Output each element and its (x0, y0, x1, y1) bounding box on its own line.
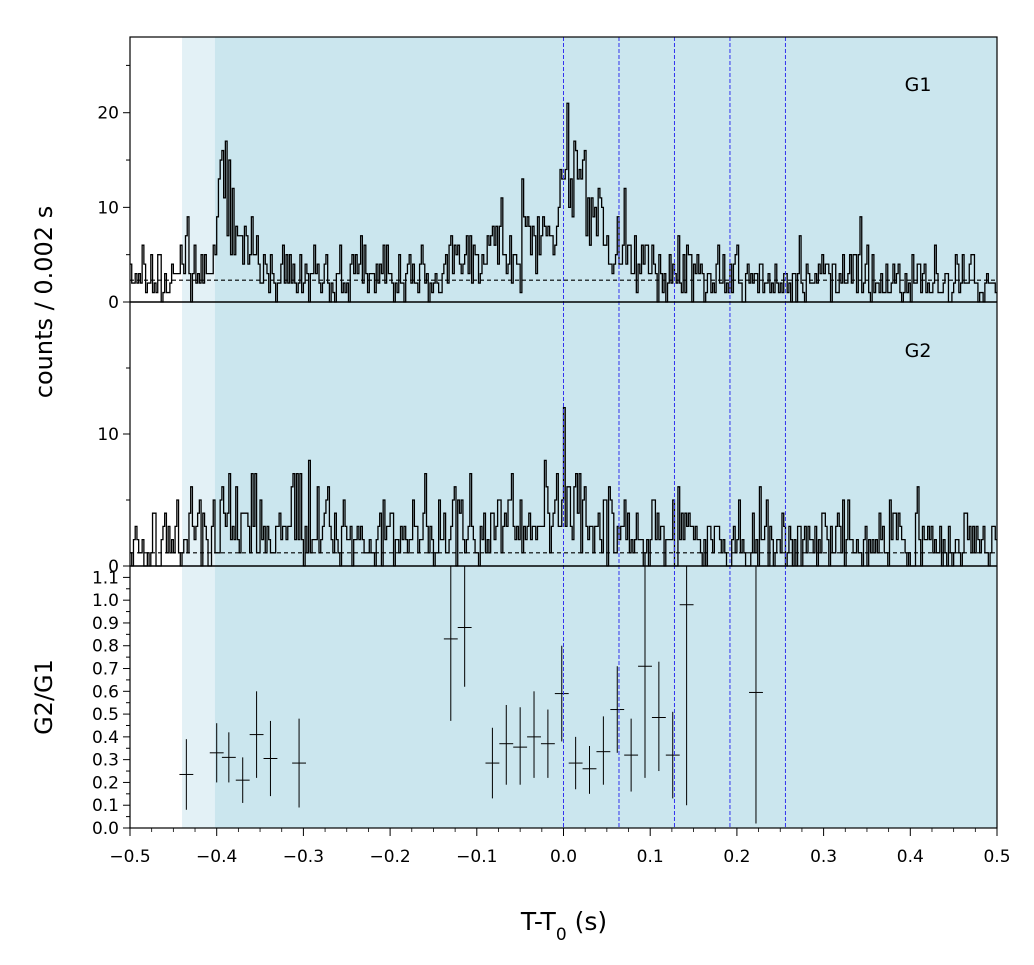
g1-ytick-label: 0 (108, 293, 119, 313)
ratio-point-23 (679, 566, 694, 806)
y-axis-label-ratio: G2/G1 (30, 659, 58, 735)
xtick-label: 0.2 (723, 847, 750, 867)
ratio-point-14 (554, 645, 569, 742)
g2-ytick-label: 10 (97, 425, 119, 445)
xtick-label: 0.5 (983, 847, 1010, 867)
shade-band-light (182, 37, 215, 828)
xtick-label: 0.1 (637, 847, 664, 867)
g1-ytick-label: 20 (97, 104, 119, 124)
ratio-point-17 (596, 716, 611, 785)
ratio-point-19 (624, 718, 639, 792)
xtick-label: 0.3 (810, 847, 837, 867)
ratio-point-7 (443, 566, 458, 721)
ratio-ytick-label: 0.3 (92, 751, 119, 771)
ratio-ytick-label: 0.2 (92, 773, 119, 793)
ratio-ytick-label: 0.0 (92, 819, 119, 839)
ratio-point-9 (485, 727, 500, 799)
data-series (130, 102, 997, 824)
ratio-point-5 (263, 720, 278, 797)
ratio-point-18 (610, 666, 625, 753)
ratio-point-6 (292, 718, 307, 808)
ratio-point-8 (457, 566, 472, 687)
g2-ytick-label: 0 (108, 557, 119, 577)
axes (123, 36, 998, 836)
g1-ytick-label: 10 (97, 198, 119, 218)
panel-label-g2: G2 (905, 340, 932, 362)
ratio-point-13 (540, 709, 555, 778)
ratio-point-20 (638, 566, 652, 778)
ratio-point-10 (499, 704, 514, 785)
xtick-label: −0.4 (196, 847, 237, 867)
ratio-ytick-label: 0.4 (92, 728, 119, 748)
ratio-point-1 (209, 723, 224, 783)
ratio-point-15 (568, 736, 583, 790)
x-axis-label: T-T0 (s) (520, 907, 607, 945)
ratio-ytick-label: 0.8 (92, 637, 119, 657)
ratio-ytick-label: 1.0 (92, 591, 119, 611)
xtick-label: 0.4 (897, 847, 924, 867)
ratio-point-0 (179, 739, 194, 810)
ratio-ytick-label: 0.6 (92, 682, 119, 702)
axis-labels: 010200100.00.10.20.30.40.50.60.70.80.91.… (30, 74, 1011, 945)
ratio-point-11 (513, 707, 528, 785)
xtick-label: −0.3 (283, 847, 324, 867)
ratio-point-24 (749, 566, 763, 824)
xtick-label: 0.0 (550, 847, 577, 867)
ratio-ytick-label: 0.9 (92, 614, 119, 634)
xtick-label: −0.2 (369, 847, 410, 867)
xtick-label: −0.5 (109, 847, 150, 867)
panel-label-g1: G1 (905, 74, 932, 96)
ratio-point-12 (527, 691, 541, 778)
ratio-ytick-label: 0.1 (92, 796, 119, 816)
shade-band-main (214, 37, 997, 828)
ratio-point-22 (665, 711, 680, 799)
ratio-point-16 (582, 745, 597, 794)
y-axis-label-counts: counts / 0.002 s (30, 206, 58, 398)
shaded-intervals (182, 37, 997, 828)
ratio-point-21 (651, 661, 666, 772)
ratio-point-2 (221, 732, 236, 783)
ratio-ytick-label: 1.1 (92, 568, 119, 588)
ratio-point-3 (235, 757, 250, 803)
ratio-ytick-label: 0.7 (92, 660, 119, 680)
xtick-label: −0.1 (456, 847, 497, 867)
ratio-ytick-label: 0.5 (92, 705, 119, 725)
ratio-point-4 (249, 691, 264, 778)
